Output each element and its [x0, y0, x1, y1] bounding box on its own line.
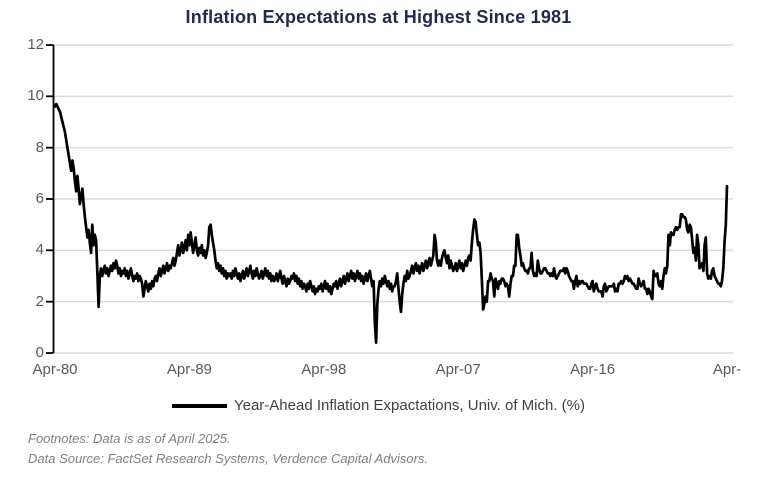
legend: Year-Ahead Inflation Expactations, Univ.…	[0, 397, 757, 414]
y-tick-label: 10	[27, 87, 44, 105]
x-tick-label: Apr-89	[166, 361, 212, 378]
chart-title: Inflation Expectations at Highest Since …	[185, 7, 572, 27]
x-tick-label: Apr-07	[435, 361, 481, 378]
inflation-expectations-line	[53, 102, 729, 345]
y-tick-label: 6	[35, 190, 44, 207]
footnote-line-1: Footnotes: Data is as of April 2025.	[28, 431, 231, 446]
x-tick-label: Apr-	[712, 361, 742, 378]
y-tick-label: 8	[35, 138, 44, 156]
y-tick-label: 2	[35, 292, 44, 310]
y-tick-label: 4	[35, 241, 44, 259]
x-tick-label: Apr-80	[32, 361, 78, 378]
y-tick-label: 12	[27, 36, 44, 53]
x-tick-label: Apr-16	[570, 361, 616, 378]
legend-label: Year-Ahead Inflation Expactations, Univ.…	[233, 397, 585, 414]
x-tick-label: Apr-98	[301, 361, 347, 378]
legend-line-swatch	[171, 403, 227, 408]
footnote-line-2: Data Source: FactSet Research Systems, V…	[28, 451, 429, 466]
footnotes: Footnotes: Data is as of April 2025. Dat…	[28, 429, 428, 469]
y-tick-label: 0	[35, 344, 44, 361]
